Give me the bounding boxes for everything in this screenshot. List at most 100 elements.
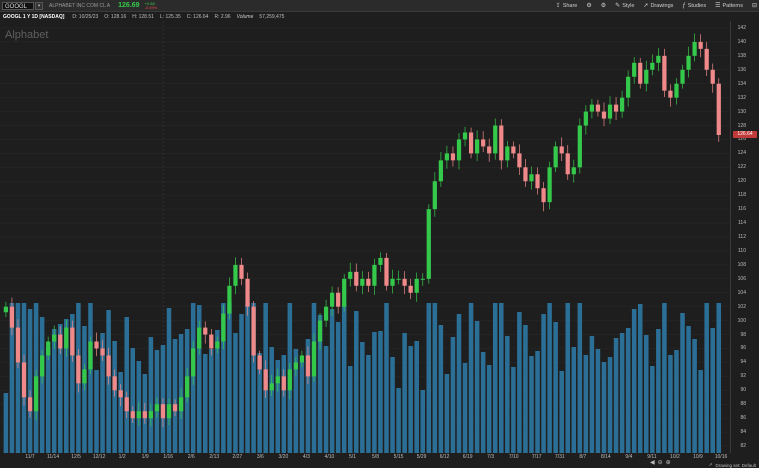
price-tick-label: 84	[740, 429, 746, 436]
share-button[interactable]: ⇪ Share	[555, 2, 578, 10]
price-tick-label: 88	[740, 401, 746, 408]
volume-bar	[372, 332, 377, 453]
price-tick-label: 116	[738, 206, 746, 213]
volume-bar	[631, 309, 637, 453]
volume-bar	[595, 349, 601, 453]
candle-up	[650, 62, 655, 70]
candle-up	[215, 341, 220, 349]
time-axis[interactable]: 11/7 11/14 12/5 12/12 1/2 1/9 1/16 2/6 2/13 2/27 3…	[0, 453, 731, 462]
candle-up	[233, 264, 238, 286]
symbol-input[interactable]: GOOGL	[2, 1, 34, 10]
candle-down	[450, 153, 456, 161]
candle-down	[535, 174, 540, 189]
candle-down	[517, 153, 522, 168]
candle-down	[613, 104, 619, 112]
symbol-dropdown-button[interactable]: ▾	[35, 1, 43, 10]
volume-bar	[88, 303, 93, 453]
patterns-button[interactable]: ☰ Patterns	[715, 2, 743, 10]
candle-up	[191, 348, 196, 377]
price-tick-label: 118	[738, 192, 746, 199]
candle-up	[456, 139, 462, 161]
candle-up	[607, 104, 613, 119]
candle-up	[390, 278, 395, 286]
candle-down	[499, 125, 504, 161]
volume-bar	[553, 322, 558, 453]
volume-bar	[341, 303, 347, 453]
candle-up	[33, 376, 39, 412]
chart-plot-area[interactable]	[0, 21, 731, 453]
gear-icon: ⚙	[586, 3, 592, 9]
candle-up	[619, 97, 625, 112]
price-tick-label: 104	[737, 289, 746, 296]
price-tick-label: 106	[737, 275, 746, 282]
date-tick-label: 3/6	[256, 454, 264, 460]
volume-bar	[450, 337, 456, 453]
zoom-in-icon[interactable]: ⊕	[665, 460, 671, 466]
price-axis[interactable]: 82 84 86 88 90 92 94 96 98 100 102 104 106 108 110 112 1…	[730, 21, 759, 453]
candle-down	[100, 348, 105, 356]
volume-bar	[438, 325, 444, 453]
gear-button[interactable]: ⚙	[601, 2, 606, 9]
candle-up	[299, 355, 305, 363]
volume-bar	[613, 338, 619, 453]
candlestick-chart[interactable]	[0, 21, 731, 453]
candle-up	[674, 83, 679, 98]
volume-bar	[64, 319, 69, 453]
volume-bar	[360, 342, 365, 453]
volume-bar	[704, 303, 709, 453]
volume-bar	[245, 303, 250, 453]
candle-down	[710, 69, 715, 84]
candle-up	[644, 69, 649, 84]
volume-bar	[196, 305, 202, 453]
volume-bar	[565, 303, 570, 453]
volume-bar	[674, 350, 679, 453]
last-price: 126.69	[118, 2, 140, 9]
volume-bar	[305, 339, 311, 453]
candle-up	[553, 146, 558, 168]
volume-bar	[239, 314, 244, 453]
candle-up	[52, 334, 57, 342]
candle-down	[366, 278, 371, 286]
candle-up	[680, 69, 685, 84]
volume-bar	[535, 351, 540, 453]
settings-button[interactable]: ⚙	[586, 2, 591, 9]
volume-bar	[70, 314, 75, 453]
date-tick-label: 10/16	[714, 454, 728, 460]
candle-down	[245, 278, 250, 307]
studies-button[interactable]: ƒ Studies	[682, 2, 707, 9]
candle-up	[396, 278, 401, 280]
scroll-left-icon[interactable]: ◀	[650, 460, 655, 466]
range-value: R: 2.96	[214, 13, 231, 20]
volume-bar	[698, 370, 703, 453]
volume-bar	[456, 314, 462, 453]
price-tick-label: 128	[737, 122, 746, 129]
close-button[interactable]: ⊟	[752, 2, 757, 9]
candle-up	[197, 327, 202, 349]
date-tick-label: 6/12	[439, 454, 450, 460]
style-button[interactable]: ✎ Style	[615, 2, 635, 10]
volume-bar	[396, 388, 401, 453]
candle-up	[317, 320, 323, 342]
date-tick-label: 9/4	[625, 454, 633, 460]
candle-up	[46, 341, 51, 356]
candle-up	[360, 278, 365, 286]
price-tick-label: 98	[740, 331, 746, 338]
drawings-button[interactable]: ➚ Drawings	[643, 2, 674, 10]
candle-up	[185, 376, 190, 398]
price-tick-label: 110	[738, 247, 746, 254]
share-icon: ⇪	[555, 3, 561, 9]
price-tick-label: 120	[737, 178, 746, 185]
candle-up	[626, 76, 631, 98]
candle-down	[130, 411, 135, 419]
volume-bar	[511, 367, 516, 453]
volume-bar	[716, 303, 722, 453]
status-bar: ➚ Drawing set: Default	[676, 462, 759, 468]
volume-bar	[462, 363, 468, 453]
volume-bar	[172, 339, 178, 453]
volume-value: 57,259,475	[259, 13, 285, 20]
drawing-set-label[interactable]: Drawing set: Default	[715, 462, 756, 468]
chart-title: GOOGL 1 Y 1D [NASDAQ]	[3, 13, 65, 20]
volume-bar	[517, 312, 522, 453]
zoom-out-icon[interactable]: ⊖	[657, 460, 663, 466]
candle-down	[239, 264, 244, 279]
